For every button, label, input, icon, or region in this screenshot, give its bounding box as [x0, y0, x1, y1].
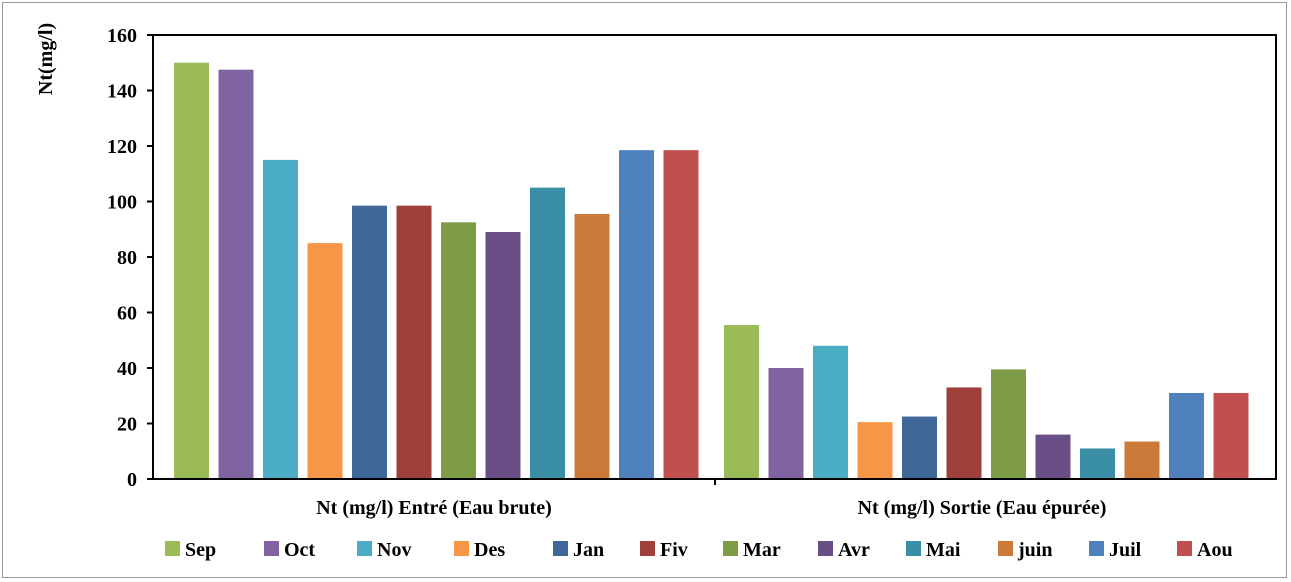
- bar-fiv-entre: [396, 205, 432, 479]
- legend-label-fiv: Fiv: [660, 539, 688, 561]
- legend-label-mai: Mai: [926, 539, 961, 561]
- legend-swatch-avr: [818, 541, 833, 556]
- bar-sep-sortie: [724, 324, 759, 479]
- bar-des-sortie: [857, 422, 893, 479]
- legend-label-des: Des: [474, 539, 505, 561]
- bar-juil-entre: [619, 150, 654, 479]
- x-category-label: Nt (mg/l) Entré (Eau brute): [316, 497, 552, 519]
- legend-swatch-aou: [1177, 541, 1192, 556]
- legend-swatch-fiv: [640, 541, 655, 556]
- legend-swatch-juin: [998, 541, 1013, 556]
- bar-mar-sortie: [991, 369, 1026, 479]
- bar-juin-entre: [574, 213, 610, 480]
- legend-label-aou: Aou: [1197, 539, 1233, 561]
- y-tick-label: 60: [117, 303, 137, 325]
- y-tick-label: 160: [107, 25, 137, 47]
- legend-swatch-nov: [357, 541, 372, 556]
- y-tick-labels: 0 20 40 60 80 100 120 140 160: [107, 25, 137, 491]
- legend-swatch-juil: [1089, 541, 1104, 556]
- bar-avr-entre: [485, 232, 521, 479]
- bar-juil-sortie: [1169, 392, 1204, 479]
- bar-mar-entre: [441, 222, 476, 479]
- bar-jan-entre: [352, 205, 387, 479]
- bar-mai-sortie: [1080, 448, 1115, 479]
- legend-swatch-des: [454, 541, 469, 556]
- legend-label-nov: Nov: [377, 539, 411, 561]
- legend-swatch-mar: [723, 541, 738, 556]
- y-tick-label: 140: [107, 81, 137, 103]
- y-axis-title: Nt(mg/l): [35, 23, 57, 95]
- axes-layer: [147, 34, 1277, 485]
- bar-nov-entre: [263, 159, 298, 479]
- bar-sep-entre: [174, 62, 209, 479]
- bar-oct-entre: [218, 69, 254, 479]
- legend-label-oct: Oct: [284, 539, 315, 561]
- legend-label-juil: Juil: [1109, 539, 1142, 561]
- bar-oct-sortie: [768, 368, 804, 479]
- y-tick-label: 120: [107, 136, 137, 158]
- legend-label-sep: Sep: [185, 539, 216, 561]
- legend-swatch-oct: [264, 541, 279, 556]
- y-tick-label: 20: [117, 414, 137, 436]
- legend-label-avr: Avr: [838, 539, 870, 561]
- x-category-labels: Nt (mg/l) Entré (Eau brute) Nt (mg/l) Sor…: [316, 497, 1106, 519]
- y-tick-label: 40: [117, 358, 137, 380]
- legend: Sep Oct Nov Des Jan Fiv Mar Avr Mai juin Juil Aou: [165, 539, 1233, 561]
- bar-aou-entre: [663, 150, 699, 479]
- legend-label-mar: Mar: [743, 539, 781, 561]
- bar-nov-sortie: [813, 345, 848, 479]
- bar-aou-sortie: [1213, 392, 1249, 479]
- bars-layer: [174, 62, 1249, 480]
- y-tick-label: 100: [107, 192, 137, 214]
- bar-juin-sortie: [1124, 441, 1160, 479]
- bar-jan-sortie: [902, 416, 937, 479]
- bar-fiv-sortie: [946, 387, 982, 479]
- legend-swatch-mai: [906, 541, 921, 556]
- legend-swatch-sep: [165, 541, 180, 556]
- legend-label-jan: Jan: [573, 539, 604, 561]
- bar-avr-sortie: [1035, 434, 1071, 479]
- x-category-label: Nt (mg/l) Sortie (Eau épurée): [858, 497, 1107, 519]
- legend-swatch-jan: [553, 541, 568, 556]
- bar-mai-entre: [530, 187, 565, 479]
- legend-label-juin: juin: [1017, 539, 1052, 561]
- bar-des-entre: [307, 243, 343, 479]
- y-tick-label: 0: [127, 469, 137, 491]
- y-tick-label: 80: [117, 247, 137, 269]
